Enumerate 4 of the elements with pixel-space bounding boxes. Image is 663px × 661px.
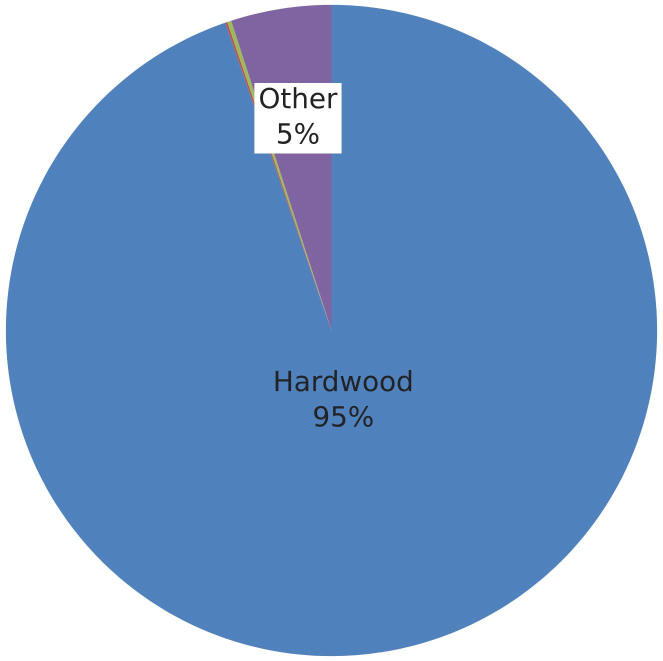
slice-label: Other — [260, 87, 338, 109]
data-label: 95% — [314, 406, 373, 427]
data-label: 5% — [278, 122, 318, 144]
slice-label: Hardwood — [276, 370, 412, 392]
